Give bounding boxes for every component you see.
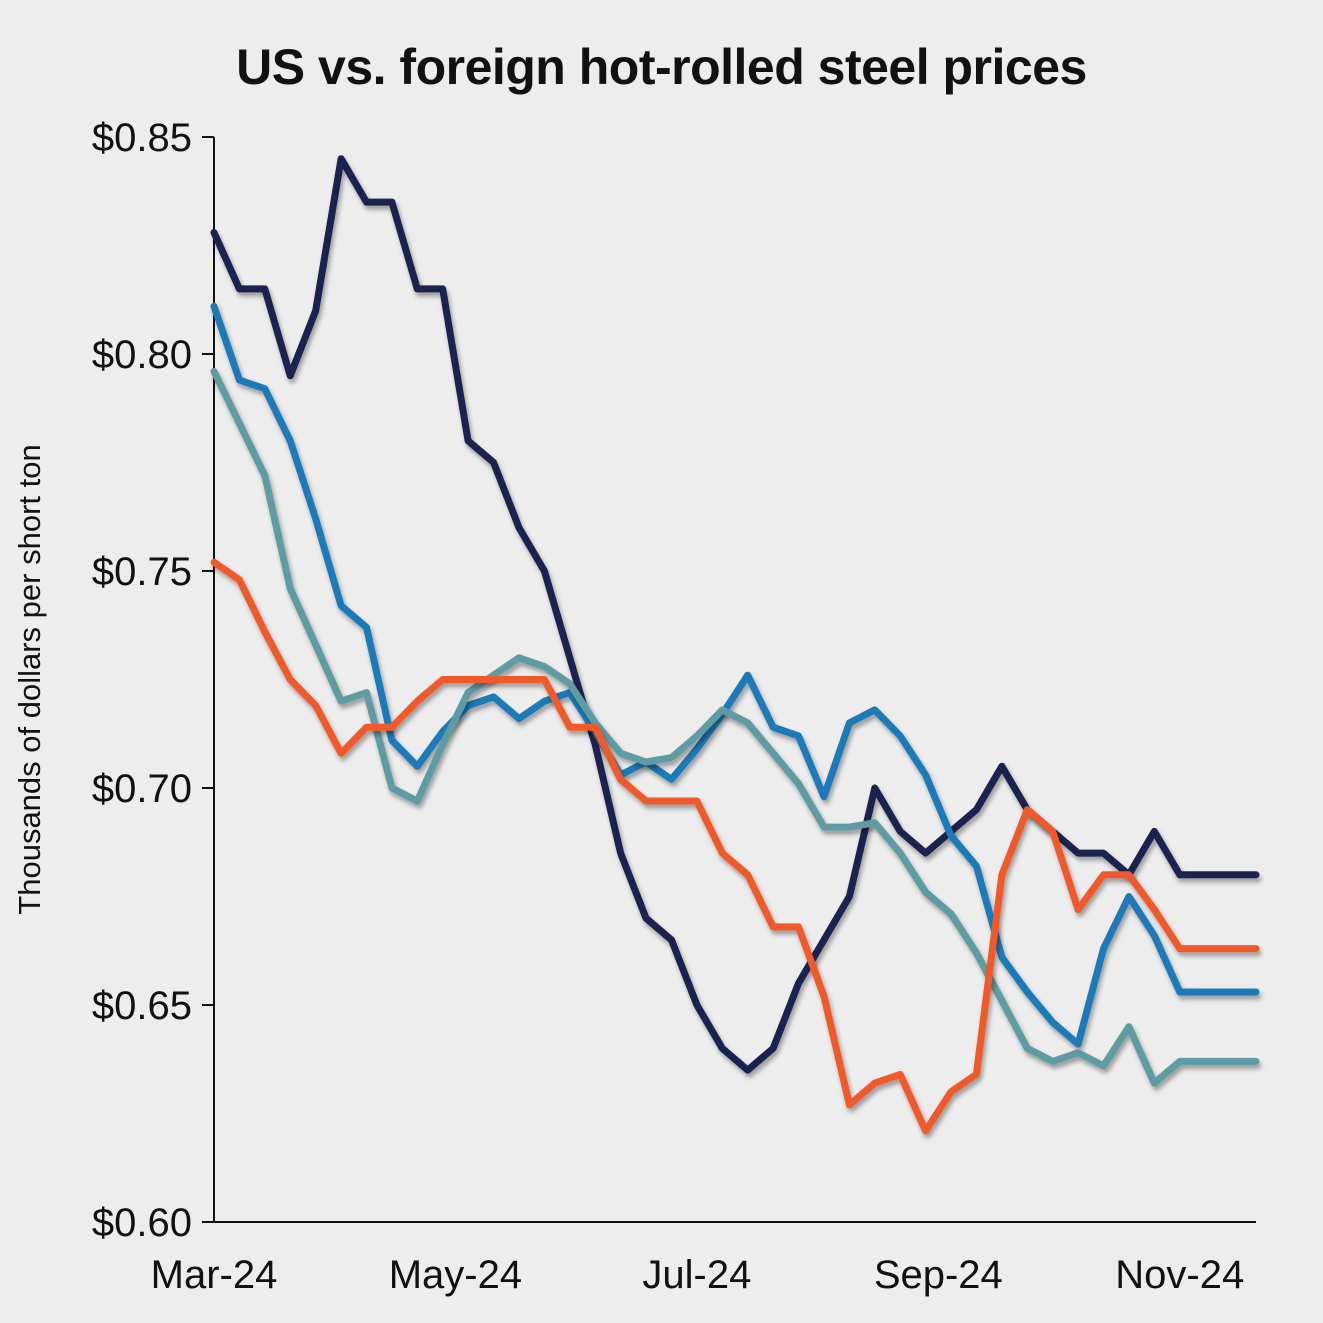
y-axis-label: Thousands of dollars per short ton bbox=[12, 444, 47, 914]
x-tick-label: May-24 bbox=[389, 1253, 522, 1297]
x-tick-label: Sep-24 bbox=[874, 1253, 1003, 1297]
x-tick-label: Nov-24 bbox=[1115, 1253, 1244, 1297]
y-tick-label: $0.75 bbox=[92, 550, 192, 594]
y-tick-label: $0.70 bbox=[92, 767, 192, 811]
series-line-4 bbox=[210, 558, 1260, 1135]
series-line-3 bbox=[210, 367, 1260, 1087]
y-tick-label: $0.60 bbox=[92, 1201, 192, 1245]
series-line-2 bbox=[210, 302, 1260, 1048]
y-tick-label: $0.85 bbox=[92, 116, 192, 160]
x-tick-label: Jul-24 bbox=[642, 1253, 751, 1297]
y-tick-label: $0.80 bbox=[92, 333, 192, 377]
chart-title: US vs. foreign hot-rolled steel prices bbox=[236, 39, 1087, 95]
series-line-1 bbox=[210, 155, 1260, 1074]
y-tick-label: $0.65 bbox=[92, 984, 192, 1028]
x-tick-label: Mar-24 bbox=[151, 1253, 278, 1297]
